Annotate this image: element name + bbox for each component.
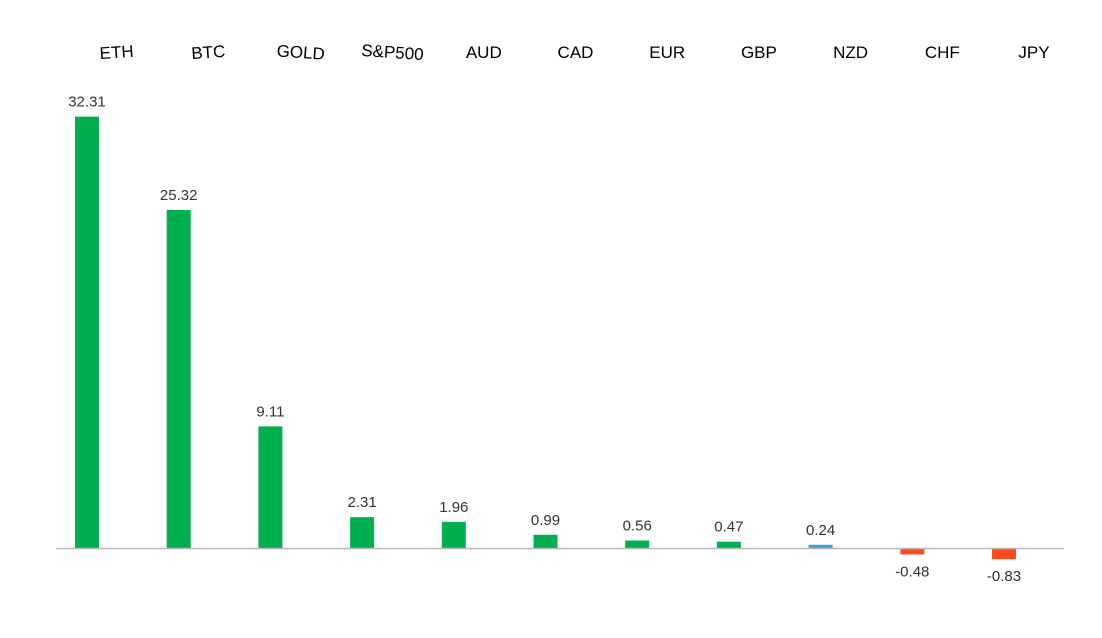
bar: [166, 209, 191, 548]
value-label: 25.32: [160, 187, 198, 204]
value-label: 2.31: [347, 494, 376, 511]
category-label: CAD: [558, 43, 594, 62]
bar: [75, 116, 99, 548]
bar: [258, 426, 283, 548]
bars: [75, 116, 1016, 560]
bar: [900, 548, 925, 555]
category-label: ETH: [99, 42, 134, 63]
value-labels: 32.31 25.32 9.11 2.31 1.96 0.99 0.56 0.47 0.24 -0…: [68, 94, 1021, 585]
value-label: 0.99: [531, 512, 560, 529]
value-label: -0.48: [895, 563, 929, 580]
value-label: 0.56: [623, 518, 652, 535]
bar: [441, 521, 466, 548]
value-label: 1.96: [439, 499, 468, 516]
bar: [992, 548, 1016, 560]
category-label: GBP: [741, 43, 777, 62]
category-label: EUR: [649, 43, 685, 62]
value-label: 0.24: [806, 522, 835, 539]
bar: [716, 541, 741, 548]
bar: [625, 540, 650, 548]
bar: [350, 517, 375, 548]
value-label: 32.31: [68, 94, 106, 111]
category-label: GOLD: [276, 41, 325, 63]
category-label: NZD: [833, 43, 868, 62]
value-label: -0.83: [987, 568, 1021, 585]
category-label: S&P500: [361, 41, 425, 64]
category-label: CHF: [925, 43, 960, 62]
category-labels: ETH BTC GOLD S&P500 AUD CAD EUR GBP NZD CHF JPY: [99, 41, 1050, 64]
value-label: 9.11: [256, 403, 284, 420]
category-label: BTC: [191, 42, 226, 63]
category-label: JPY: [1018, 43, 1049, 62]
value-label: 0.47: [714, 519, 743, 536]
bar: [533, 534, 558, 548]
category-label: AUD: [466, 43, 502, 62]
bar: [808, 544, 833, 548]
